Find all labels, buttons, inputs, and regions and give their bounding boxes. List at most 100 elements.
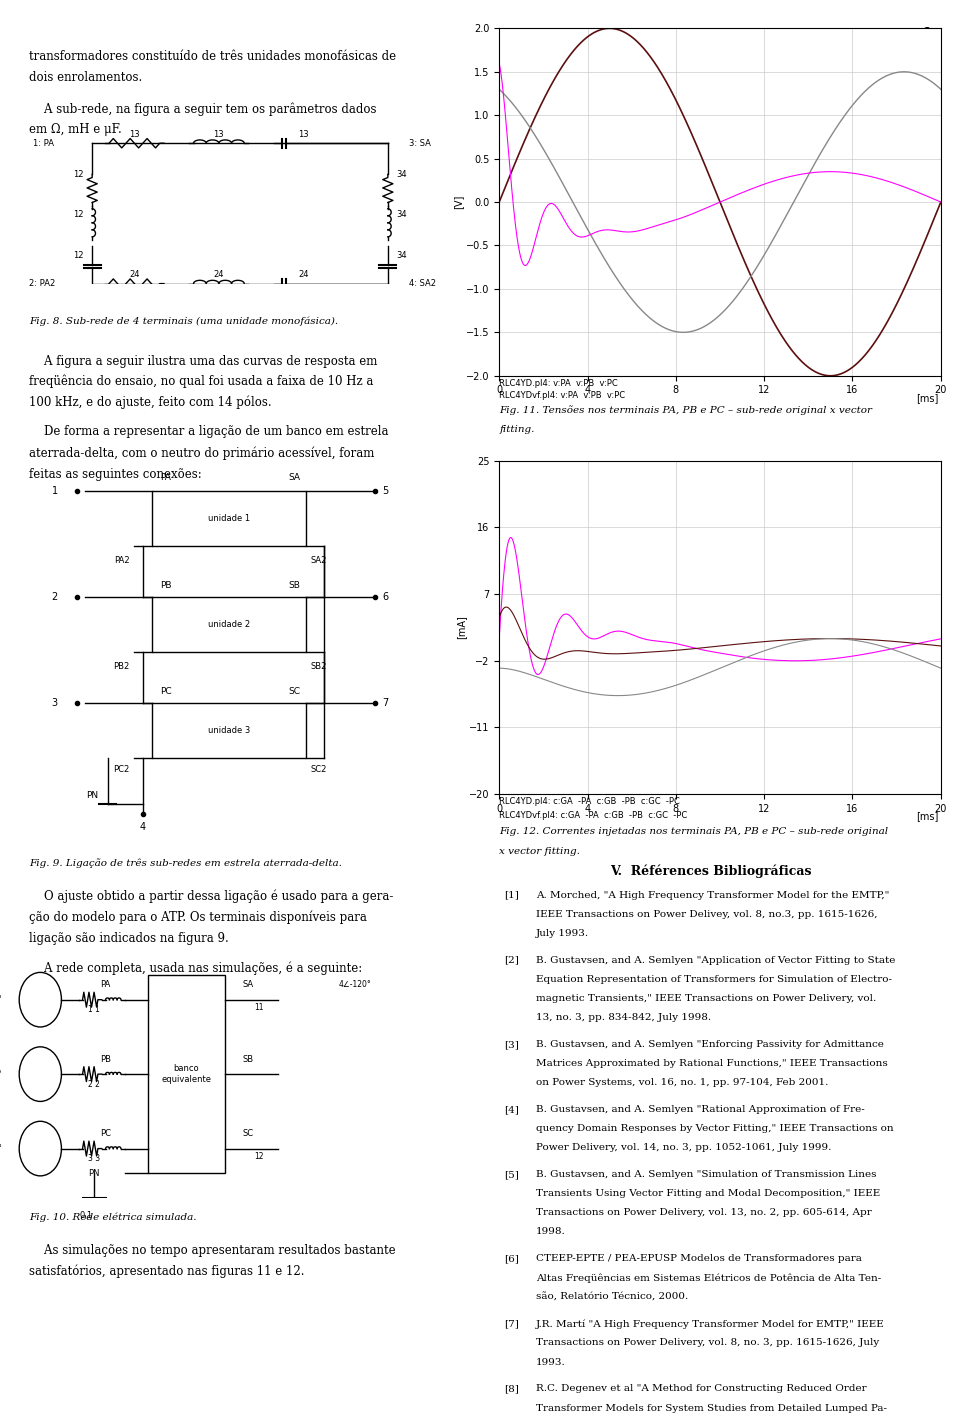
X-axis label: [ms]: [ms] (917, 393, 939, 403)
Text: Altas Freqüências em Sistemas Elétricos de Potência de Alta Ten-: Altas Freqüências em Sistemas Elétricos … (536, 1273, 881, 1283)
Text: Equation Representation of Transformers for Simulation of Electro-: Equation Representation of Transformers … (536, 974, 892, 984)
Y-axis label: [V]: [V] (453, 194, 464, 210)
Text: 3: SA: 3: SA (409, 139, 431, 147)
Text: Matrices Approximated by Rational Functions," IEEE Transactions: Matrices Approximated by Rational Functi… (536, 1059, 887, 1068)
Text: SA: SA (289, 472, 300, 482)
Text: 12: 12 (73, 170, 84, 179)
Text: PA: PA (160, 472, 172, 482)
Text: ção do modelo para o ATP. Os terminais disponíveis para: ção do modelo para o ATP. Os terminais d… (29, 910, 367, 925)
Text: 11: 11 (254, 1003, 264, 1011)
Text: 4: 4 (140, 822, 146, 832)
Text: Fig. 12. Correntes injetadas nos terminais PA, PB e PC – sub-rede original: Fig. 12. Correntes injetadas nos termina… (499, 827, 888, 835)
Text: 12: 12 (254, 1151, 264, 1160)
Text: A sub-rede, na figura a seguir tem os parâmetros dados: A sub-rede, na figura a seguir tem os pa… (29, 102, 376, 116)
Text: 2∠120°: 2∠120° (0, 1144, 2, 1153)
Text: 13: 13 (298, 130, 309, 139)
Text: PB: PB (100, 1055, 111, 1064)
Bar (152, 597, 306, 652)
Text: [7]: [7] (504, 1319, 518, 1329)
Text: transformadores constituído de três unidades monofásicas de: transformadores constituído de três unid… (29, 50, 396, 62)
Text: 0,1: 0,1 (80, 1211, 93, 1219)
Bar (148, 976, 225, 1174)
Text: Transients Using Vector Fitting and Modal Decomposition," IEEE: Transients Using Vector Fitting and Moda… (536, 1190, 880, 1198)
Text: PC: PC (100, 1129, 111, 1139)
Text: 1: 1 (52, 486, 58, 496)
Text: em Ω, mH e μF.: em Ω, mH e μF. (29, 123, 122, 136)
Text: Power Delivery, vol. 14, no. 3, pp. 1052-1061, July 1999.: Power Delivery, vol. 14, no. 3, pp. 1052… (536, 1143, 831, 1153)
Text: SC: SC (289, 686, 300, 696)
Text: 2∠-120°: 2∠-120° (0, 1069, 2, 1079)
Text: 1: PA: 1: PA (33, 139, 54, 147)
Text: Transactions on Power Delivery, vol. 13, no. 2, pp. 605-614, Apr: Transactions on Power Delivery, vol. 13,… (536, 1208, 872, 1217)
Text: PA2: PA2 (114, 556, 130, 564)
Y-axis label: [mA]: [mA] (456, 615, 467, 640)
Text: quency Domain Responses by Vector Fitting," IEEE Transactions on: quency Domain Responses by Vector Fittin… (536, 1124, 894, 1133)
Text: 34: 34 (396, 170, 407, 179)
Text: 5: 5 (383, 486, 389, 496)
Text: 1993.: 1993. (536, 1357, 565, 1367)
Text: PN: PN (86, 791, 99, 800)
Text: aterrada-delta, com o neutro do primário acessível, foram: aterrada-delta, com o neutro do primário… (29, 447, 374, 461)
Text: 2: 2 (52, 591, 58, 603)
Text: RLC4YDvf.pl4: v:PA  v:PB  v:PC: RLC4YDvf.pl4: v:PA v:PB v:PC (499, 391, 625, 400)
X-axis label: [ms]: [ms] (917, 811, 939, 821)
Text: R.C. Degenev et al "A Method for Constructing Reduced Order: R.C. Degenev et al "A Method for Constru… (536, 1384, 866, 1394)
Text: [2]: [2] (504, 956, 518, 964)
Text: Fig. 9. Ligação de três sub-redes em estrela aterrada-delta.: Fig. 9. Ligação de três sub-redes em est… (29, 858, 342, 868)
Text: SB: SB (242, 1055, 253, 1064)
Text: [3]: [3] (504, 1039, 518, 1049)
Text: SA2: SA2 (311, 556, 327, 564)
Text: [4]: [4] (504, 1105, 518, 1115)
Text: B. Gustavsen, and A. Semlyen "Simulation of Transmission Lines: B. Gustavsen, and A. Semlyen "Simulation… (536, 1170, 876, 1178)
Text: A. Morched, "A High Frequency Transformer Model for the EMTP,": A. Morched, "A High Frequency Transforme… (536, 891, 889, 899)
Text: O ajuste obtido a partir dessa ligação é usado para a gera-: O ajuste obtido a partir dessa ligação é… (29, 889, 394, 903)
Text: 4: SA2: 4: SA2 (409, 279, 436, 288)
Bar (152, 491, 306, 546)
Text: 34: 34 (396, 251, 407, 259)
Text: x vector fitting.: x vector fitting. (499, 847, 580, 855)
Text: 12: 12 (73, 210, 84, 220)
Text: 2 2: 2 2 (88, 1079, 100, 1089)
Text: banco
equivalente: banco equivalente (161, 1065, 211, 1083)
Text: July 1993.: July 1993. (536, 929, 588, 937)
Text: [5]: [5] (504, 1170, 518, 1178)
Text: unidade 3: unidade 3 (207, 726, 251, 735)
Text: PC2: PC2 (113, 766, 130, 774)
Text: 24: 24 (130, 271, 139, 279)
Text: Transformer Models for System Studies from Detailed Lumped Pa-: Transformer Models for System Studies fr… (536, 1404, 887, 1412)
Text: 13: 13 (213, 130, 225, 139)
Text: Fig. 8. Sub-rede de 4 terminais (uma unidade monofásica).: Fig. 8. Sub-rede de 4 terminais (uma uni… (29, 316, 338, 326)
Text: 6: 6 (383, 591, 389, 603)
Text: [1]: [1] (504, 891, 518, 899)
Text: 7: 7 (383, 698, 389, 708)
Text: Transactions on Power Delivery, vol. 8, no. 3, pp. 1615-1626, July: Transactions on Power Delivery, vol. 8, … (536, 1339, 879, 1347)
Text: feitas as seguintes conexões:: feitas as seguintes conexões: (29, 468, 202, 481)
Text: 24: 24 (214, 271, 224, 279)
Text: magnetic Transients," IEEE Transactions on Power Delivery, vol.: magnetic Transients," IEEE Transactions … (536, 994, 876, 1003)
Text: 3 3: 3 3 (88, 1154, 100, 1163)
Text: RLC4YD.pl4: c:GA  -PA  c:GB  -PB  c:GC  -PC: RLC4YD.pl4: c:GA -PA c:GB -PB c:GC -PC (499, 797, 680, 805)
Text: [8]: [8] (504, 1384, 518, 1394)
Text: A figura a seguir ilustra uma das curvas de resposta em: A figura a seguir ilustra uma das curvas… (29, 354, 377, 367)
Text: fitting.: fitting. (499, 425, 535, 434)
Text: 12: 12 (73, 251, 84, 259)
Text: 13, no. 3, pp. 834-842, July 1998.: 13, no. 3, pp. 834-842, July 1998. (536, 1012, 710, 1022)
Text: 1 1: 1 1 (88, 1005, 100, 1014)
Text: A rede completa, usada nas simulações, é a seguinte:: A rede completa, usada nas simulações, é… (29, 961, 362, 976)
Text: 4∠-120°: 4∠-120° (339, 980, 372, 990)
Text: SB: SB (289, 581, 300, 590)
Text: são, Relatório Técnico, 2000.: são, Relatório Técnico, 2000. (536, 1293, 688, 1302)
Text: freqüência do ensaio, no qual foi usada a faixa de 10 Hz a: freqüência do ensaio, no qual foi usada … (29, 374, 373, 389)
Text: PB2: PB2 (113, 662, 130, 671)
Text: B. Gustavsen, and A. Semlyen "Application of Vector Fitting to State: B. Gustavsen, and A. Semlyen "Applicatio… (536, 956, 895, 964)
Text: [6]: [6] (504, 1255, 518, 1263)
Text: 13: 13 (129, 130, 140, 139)
Text: B. Gustavsen, and A. Semlyen "Rational Approximation of Fre-: B. Gustavsen, and A. Semlyen "Rational A… (536, 1105, 864, 1115)
Text: Fig. 10. Rede elétrica simulada.: Fig. 10. Rede elétrica simulada. (29, 1212, 196, 1222)
Text: J.R. Martí "A High Frequency Transformer Model for EMTP," IEEE: J.R. Martí "A High Frequency Transformer… (536, 1319, 884, 1329)
Text: unidade 2: unidade 2 (208, 620, 250, 630)
Text: V.  Références Bibliográficas: V. Références Bibliográficas (610, 865, 811, 879)
Text: SC: SC (242, 1129, 253, 1139)
Text: PB: PB (160, 581, 172, 590)
Text: As simulações no tempo apresentaram resultados bastante: As simulações no tempo apresentaram resu… (29, 1244, 396, 1256)
